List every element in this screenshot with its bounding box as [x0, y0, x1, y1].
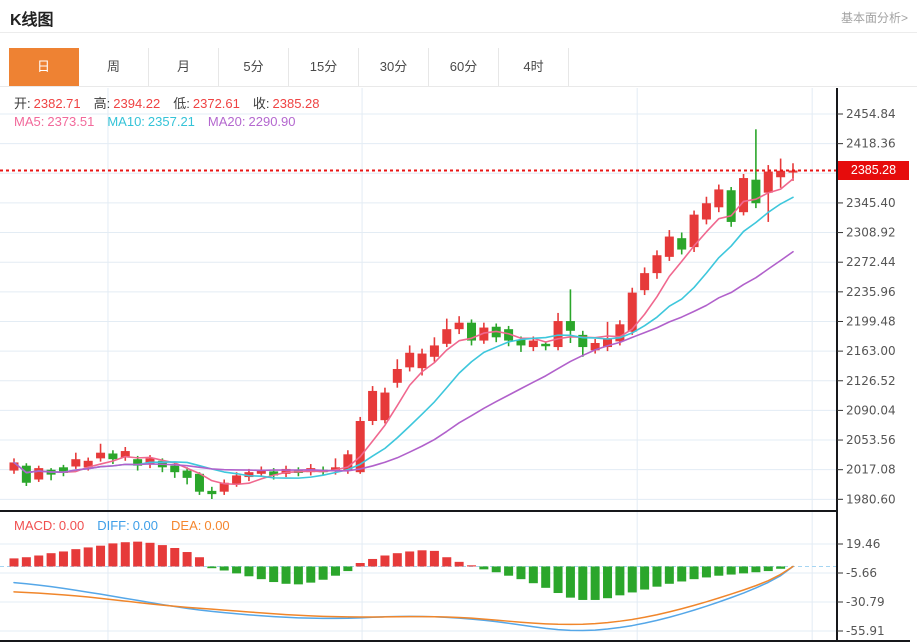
tab-5min[interactable]: 5分 — [219, 48, 289, 86]
high-label: 高: — [93, 96, 111, 111]
y-axis-label: 2090.04 — [846, 403, 896, 417]
ma5-value: 2373.51 — [47, 114, 95, 129]
dea-label: DEA: — [171, 518, 202, 533]
tab-month[interactable]: 月 — [149, 48, 219, 86]
low-value: 2372.61 — [192, 96, 240, 111]
open-value: 2382.71 — [33, 96, 81, 111]
macd-value: 0.00 — [58, 518, 85, 533]
y-axis-label: 19.46 — [846, 537, 880, 551]
page-title: K线图 — [10, 12, 54, 29]
close-label: 收: — [252, 96, 270, 111]
ma10-value: 2357.21 — [147, 114, 195, 129]
ma10-label: MA10: — [107, 114, 145, 129]
y-axis-label: 2053.56 — [846, 433, 896, 447]
low-label: 低: — [173, 96, 190, 111]
tab-day[interactable]: 日 — [9, 48, 79, 86]
diff-label: DIFF: — [97, 518, 130, 533]
y-axis-label: 2163.00 — [846, 344, 896, 358]
tab-30min[interactable]: 30分 — [359, 48, 429, 86]
widget-header: K线图 基本面分析> — [0, 0, 917, 33]
tab-15min[interactable]: 15分 — [289, 48, 359, 86]
macd-label: MACD: — [14, 518, 56, 533]
ohlc-readout: 开: 2382.71 高: 2394.22 低: 2372.61 收: 2385.28 — [14, 93, 333, 112]
diff-value: 0.00 — [132, 518, 159, 533]
dea-value: 0.00 — [204, 518, 230, 533]
ma-readout: MA5: 2373.51 MA10: 2357.21 MA20: 2290.90 — [14, 114, 309, 129]
open-label: 开: — [14, 96, 31, 111]
ma20-value: 2290.90 — [248, 114, 296, 129]
period-tabbar: 日 周 月 5分 15分 30分 60分 4时 — [0, 48, 917, 87]
fundamental-analysis-link[interactable]: 基本面分析> — [840, 11, 908, 25]
y-axis-label: 1980.60 — [846, 492, 896, 506]
close-value: 2385.28 — [272, 96, 320, 111]
y-axis-label: 2199.48 — [846, 314, 896, 328]
tab-60min[interactable]: 60分 — [429, 48, 499, 86]
current-price-label: 2385.28 — [838, 161, 909, 180]
y-axis-label: 2272.44 — [846, 255, 896, 269]
ma20-label: MA20: — [207, 114, 246, 129]
tab-4hour[interactable]: 4时 — [499, 48, 569, 86]
y-axis-label: 2126.52 — [846, 374, 896, 388]
y-axis-label: -5.66 — [846, 566, 877, 580]
tab-week[interactable]: 周 — [79, 48, 149, 86]
y-axis-label: 2235.96 — [846, 285, 896, 299]
ma5-label: MA5: — [14, 114, 45, 129]
y-axis-label: -30.79 — [846, 595, 885, 609]
y-axis-label: 2454.84 — [846, 107, 896, 121]
high-value: 2394.22 — [113, 96, 161, 111]
y-axis-label: 2345.40 — [846, 196, 896, 210]
y-axis-label: -55.91 — [846, 624, 885, 638]
y-axis-label: 2308.92 — [846, 226, 896, 240]
y-axis-label: 2418.36 — [846, 137, 896, 151]
macd-readout: MACD: 0.00 DIFF: 0.00 DEA: 0.00 — [14, 518, 243, 533]
y-axis-label: 2017.08 — [846, 463, 896, 477]
